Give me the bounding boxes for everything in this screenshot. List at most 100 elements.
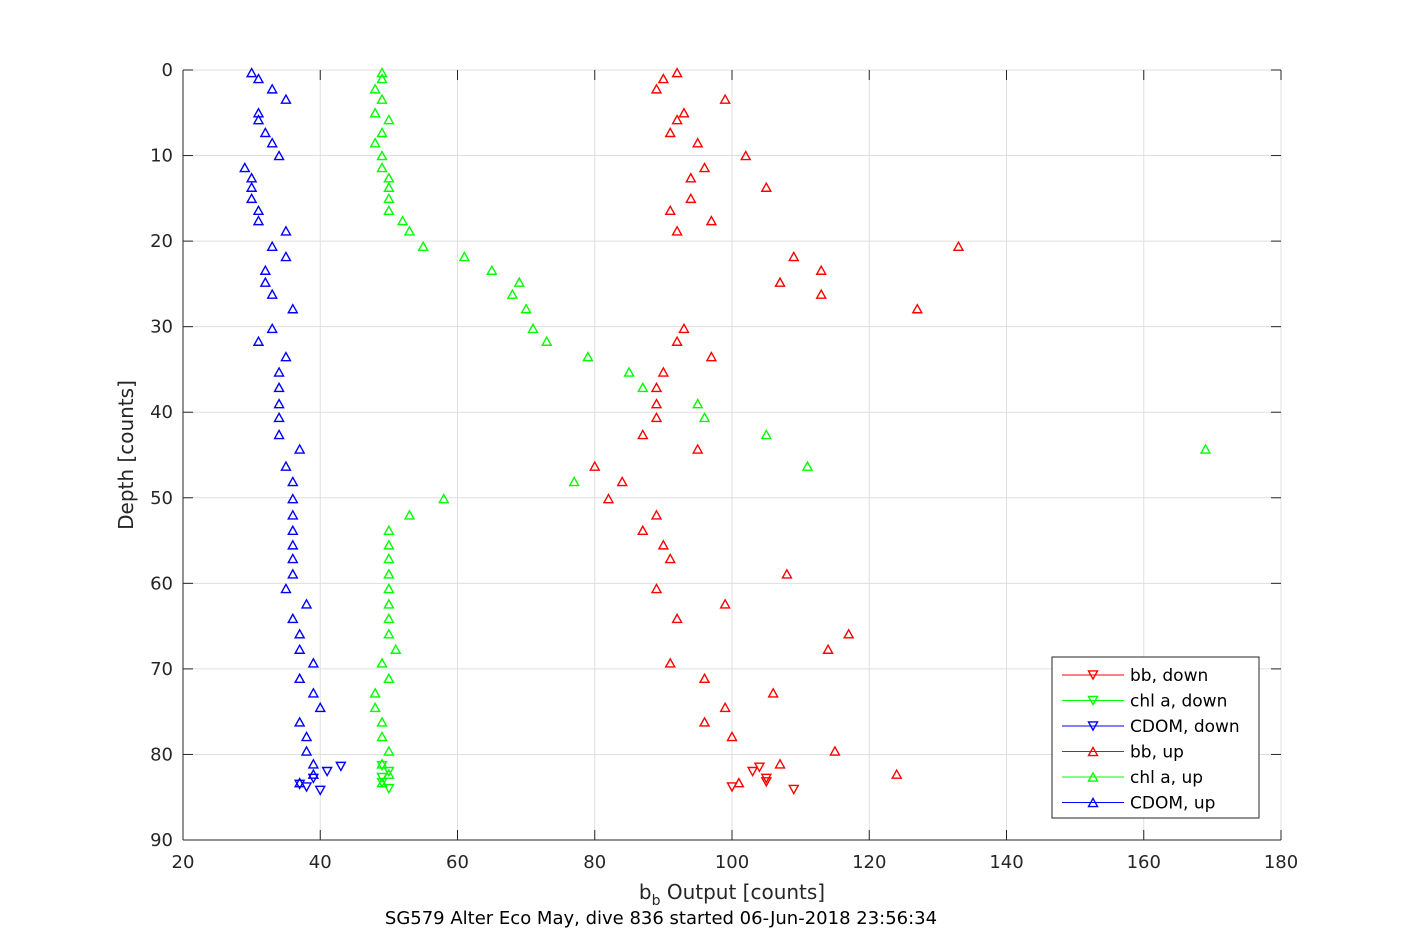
x-tick-label: 140 [989, 852, 1023, 873]
data-point-cdom-up [287, 303, 299, 314]
data-point-bb-up [685, 172, 697, 183]
data-point-bb-up [650, 411, 663, 423]
data-point-bb-down [753, 762, 766, 773]
legend-label-cdom-up: CDOM, up [1130, 794, 1215, 814]
data-point-cdom-up [307, 687, 320, 698]
data-point-cdom-up [259, 276, 272, 287]
data-point-chl-a-up [376, 657, 388, 668]
legend-marker-bb-up [1087, 746, 1099, 757]
data-point-chl-a-up [1199, 443, 1212, 454]
data-point-cdom-up [287, 509, 299, 520]
data-point-cdom-up [239, 162, 251, 173]
legend-marker-cdom-up [1087, 797, 1099, 808]
data-point-bb-up [671, 335, 683, 346]
data-point-cdom-up [266, 322, 278, 334]
data-point-chl-a-up [376, 162, 388, 173]
y-tick-label: 30 [150, 317, 173, 338]
data-point-bb-up [781, 568, 793, 579]
data-point-bb-up [733, 777, 745, 788]
x-axis-label-main: b [639, 880, 652, 904]
legend-marker-cdom-down [1087, 721, 1099, 732]
data-point-cdom-up [300, 730, 313, 742]
y-tick-label: 50 [150, 488, 173, 509]
data-point-bb-down [788, 784, 800, 796]
data-point-chl-a-up [396, 215, 409, 226]
data-point-chl-a-up [403, 509, 416, 520]
x-tick-label: 80 [583, 852, 606, 873]
data-point-cdom-up [293, 443, 306, 454]
data-point-chl-a-up [376, 150, 388, 161]
y-tick-label: 10 [150, 146, 173, 167]
data-point-cdom-up [245, 192, 258, 204]
data-point-cdom-up [307, 768, 320, 779]
x-tick-label: 20 [172, 852, 195, 873]
data-point-bb-down [760, 773, 773, 784]
data-point-cdom-down [321, 766, 333, 778]
data-point-bb-up [952, 240, 965, 251]
data-point-chl-a-up [369, 687, 381, 698]
data-point-chl-a-down [383, 766, 395, 778]
data-point-cdom-up [273, 381, 285, 393]
data-point-bb-down [760, 777, 773, 788]
data-point-bb-up [616, 476, 628, 487]
data-point-cdom-up [300, 745, 313, 756]
x-tick-label: 160 [1127, 852, 1161, 873]
data-point-cdom-up [293, 777, 306, 788]
legend-label-chl-a-down: chl a, down [1130, 692, 1227, 712]
data-point-bb-up [698, 672, 711, 684]
data-point-chl-a-up [383, 539, 395, 550]
data-point-cdom-up [280, 351, 292, 362]
data-point-chl-a-up [383, 672, 395, 684]
data-point-chl-a-up [369, 137, 381, 148]
data-point-cdom-up [273, 411, 285, 423]
y-tick-label: 0 [162, 60, 173, 81]
data-point-bb-up [657, 73, 670, 84]
data-point-chl-a-up [369, 701, 381, 713]
data-point-bb-up [664, 204, 676, 216]
data-point-chl-a-up [383, 192, 395, 204]
data-point-chl-a-up [383, 612, 395, 624]
data-point-chl-a-up [541, 335, 553, 346]
data-point-cdom-up [245, 67, 258, 78]
y-axis-label: Depth [counts] [114, 380, 138, 530]
data-point-cdom-up [266, 83, 278, 94]
data-point-cdom-up [307, 758, 320, 769]
data-point-bb-up [788, 251, 800, 262]
data-point-chl-a-up [527, 322, 539, 334]
x-tick-label: 40 [309, 852, 332, 873]
data-point-chl-a-up [376, 93, 388, 104]
data-point-chl-a-up [637, 381, 649, 393]
data-point-cdom-up [293, 672, 306, 684]
data-point-bb-up [650, 381, 663, 393]
data-point-cdom-up [280, 582, 292, 594]
data-point-chl-a-up [376, 73, 388, 84]
data-point-cdom-up [293, 716, 306, 727]
data-point-chl-a-up [698, 411, 711, 423]
data-point-cdom-up [259, 264, 272, 275]
data-point-bb-up [767, 687, 779, 698]
data-point-cdom-up [287, 524, 299, 536]
data-point-cdom-up [266, 240, 278, 251]
legend-label-cdom-down: CDOM, down [1130, 717, 1240, 737]
data-point-chl-a-up [623, 366, 635, 377]
data-point-chl-a-up [417, 240, 429, 251]
data-point-cdom-up [280, 460, 292, 471]
data-point-cdom-up [266, 137, 278, 148]
data-point-chl-a-down [376, 760, 388, 772]
data-point-cdom-up [287, 553, 299, 564]
data-point-bb-up [698, 162, 711, 173]
x-axis-label-rest: Output [counts] [660, 880, 825, 904]
data-point-bb-up [671, 67, 683, 78]
data-point-bb-up [671, 114, 683, 125]
data-point-cdom-up [280, 251, 292, 262]
y-tick-label: 60 [150, 573, 173, 594]
data-point-cdom-up [293, 643, 306, 654]
data-point-bb-up [774, 276, 786, 287]
data-point-bb-up [650, 83, 663, 94]
data-point-bb-up [671, 612, 683, 624]
data-point-bb-up [822, 643, 834, 654]
data-point-chl-a-up [403, 225, 416, 236]
data-point-chl-a-up [383, 204, 395, 216]
legend-label-bb-up: bb, up [1130, 743, 1184, 763]
